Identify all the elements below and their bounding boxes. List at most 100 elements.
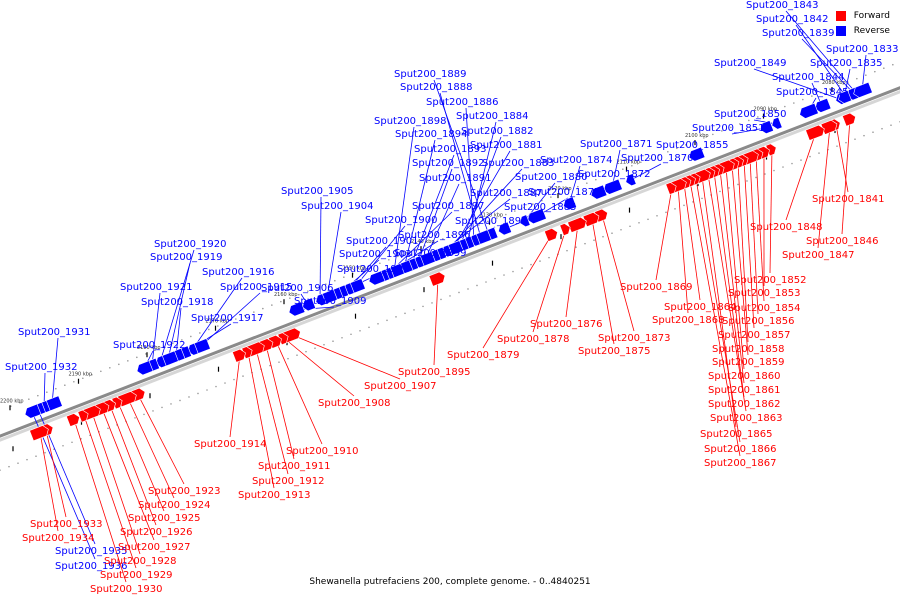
reverse-gene-label: Sput200_1916 <box>202 267 275 278</box>
leader-line <box>707 173 747 412</box>
scale-dot <box>584 242 586 245</box>
scale-dot <box>503 274 505 276</box>
scale-dot <box>730 126 732 129</box>
scale-dot <box>325 283 327 285</box>
reverse-gene-label: Sput200_1902 <box>337 264 410 275</box>
scale-dot <box>548 256 550 259</box>
leader-line <box>749 157 759 315</box>
scale-dot <box>143 413 145 416</box>
scale-dot <box>595 178 597 181</box>
leader-line <box>629 163 662 181</box>
scale-dot <box>71 441 73 444</box>
forward-gene-arrow <box>428 271 446 287</box>
reverse-gene-arrow <box>315 293 327 307</box>
scale-dot <box>17 462 19 464</box>
scale-dot <box>386 319 388 322</box>
scale-dot <box>296 354 298 356</box>
scale-dot <box>521 267 523 269</box>
reverse-gene-label: Sput200_1921 <box>120 282 193 293</box>
scale-tick-label: 2140 kbp <box>411 239 435 245</box>
reverse-gene-label: Sput200_1917 <box>191 313 264 324</box>
scale-dot <box>611 232 613 235</box>
reverse-gene-label: Sput200_1844 <box>772 72 845 83</box>
scale-dots <box>0 63 900 471</box>
scale-dot <box>676 147 678 150</box>
scale-dot <box>388 259 390 261</box>
leader-line <box>743 159 755 329</box>
forward-gene-label: Sput200_1846 <box>806 236 879 247</box>
scale-dot <box>109 367 111 369</box>
reverse-gene-arrow <box>590 184 608 200</box>
reverse-gene-arrow <box>519 214 531 228</box>
leader-line <box>689 180 741 457</box>
leader-line <box>255 348 289 475</box>
leader-line <box>731 127 767 135</box>
leader-line <box>683 183 701 301</box>
scale-tick-label: 2160 kbp <box>274 292 298 298</box>
leader-line <box>393 126 415 272</box>
legend-forward-label: Forward <box>853 10 890 21</box>
forward-gene-label: Sput200_1913 <box>238 490 311 501</box>
scale-tick-label: 2130 kbp <box>480 213 504 219</box>
forward-gene-arrow <box>582 212 600 227</box>
scale-dot <box>755 176 757 179</box>
scale-dot <box>415 248 417 251</box>
scale-dot <box>458 291 460 294</box>
scale-dot <box>35 455 37 457</box>
scale-dot <box>586 182 588 184</box>
reverse-gene-arrow <box>368 270 386 286</box>
forward-gene-arrow <box>29 425 49 442</box>
forward-gene-label: Sput200_1928 <box>104 556 177 567</box>
scale-dot <box>197 392 199 395</box>
leader-line <box>753 68 841 100</box>
reverse-gene-label: Sput200_1893 <box>414 144 487 155</box>
scale-dot <box>602 235 604 238</box>
scale-dot <box>19 401 21 404</box>
scale-dot <box>172 342 174 345</box>
leader-line <box>91 412 141 555</box>
scale-dot <box>476 284 478 287</box>
scale-dot <box>523 206 525 209</box>
scale-dot <box>91 373 93 376</box>
gene-labels: Sput200_1843 Sput200_1842 Sput200_1839 Sput… <box>5 0 899 595</box>
scale-dot <box>242 375 244 377</box>
scale-dot <box>703 137 705 139</box>
scale-tick-label: 2150 kbp <box>343 266 367 272</box>
reverse-gene-label: Sput200_1915 <box>220 282 293 293</box>
leader-line <box>731 164 749 356</box>
leader-line <box>755 155 765 302</box>
scale-dot <box>298 293 300 296</box>
leader-line <box>841 118 851 235</box>
forward-gene-arrow <box>567 216 587 233</box>
reverse-gene-label: Sput200_1900 <box>365 215 438 226</box>
reverse-gene-label: Sput200_1932 <box>5 362 78 373</box>
reverse-gene-label: Sput200_1889 <box>394 69 467 80</box>
scale-dot <box>559 192 561 195</box>
forward-gene-label: Sput200_1854 <box>728 303 801 314</box>
scale-dot <box>685 144 687 146</box>
scale-dot <box>719 190 721 193</box>
forward-gene-arrow <box>241 346 253 360</box>
scale-dot <box>811 95 813 97</box>
forward-gene-label: Sput200_1929 <box>100 570 173 581</box>
scale-dot <box>737 183 739 186</box>
scale-dot <box>775 109 777 111</box>
scale-tick-label: 2100 kbp <box>685 133 709 139</box>
scale-dot <box>395 316 397 318</box>
legend-reverse-label: Reverse <box>853 25 890 36</box>
leader-line <box>591 218 615 345</box>
forward-gene-label: Sput200_1866 <box>704 444 777 455</box>
leader-line <box>354 225 406 288</box>
forward-gene-label: Sput200_1934 <box>22 533 95 544</box>
forward-gene-label: Sput200_1848 <box>750 222 823 233</box>
scale-dot <box>316 286 318 289</box>
scale-dot <box>145 353 147 355</box>
leader-line <box>417 168 453 263</box>
reverse-gene-label: Sput200_1920 <box>154 239 227 250</box>
leader-line <box>283 337 355 397</box>
scale-dot <box>674 208 676 210</box>
forward-gene-label: Sput200_1859 <box>712 357 785 368</box>
reverse-gene-label: Sput200_1898 <box>374 116 447 127</box>
reverse-gene-label: Sput200_1880 <box>515 172 588 183</box>
leader-line <box>167 262 191 360</box>
